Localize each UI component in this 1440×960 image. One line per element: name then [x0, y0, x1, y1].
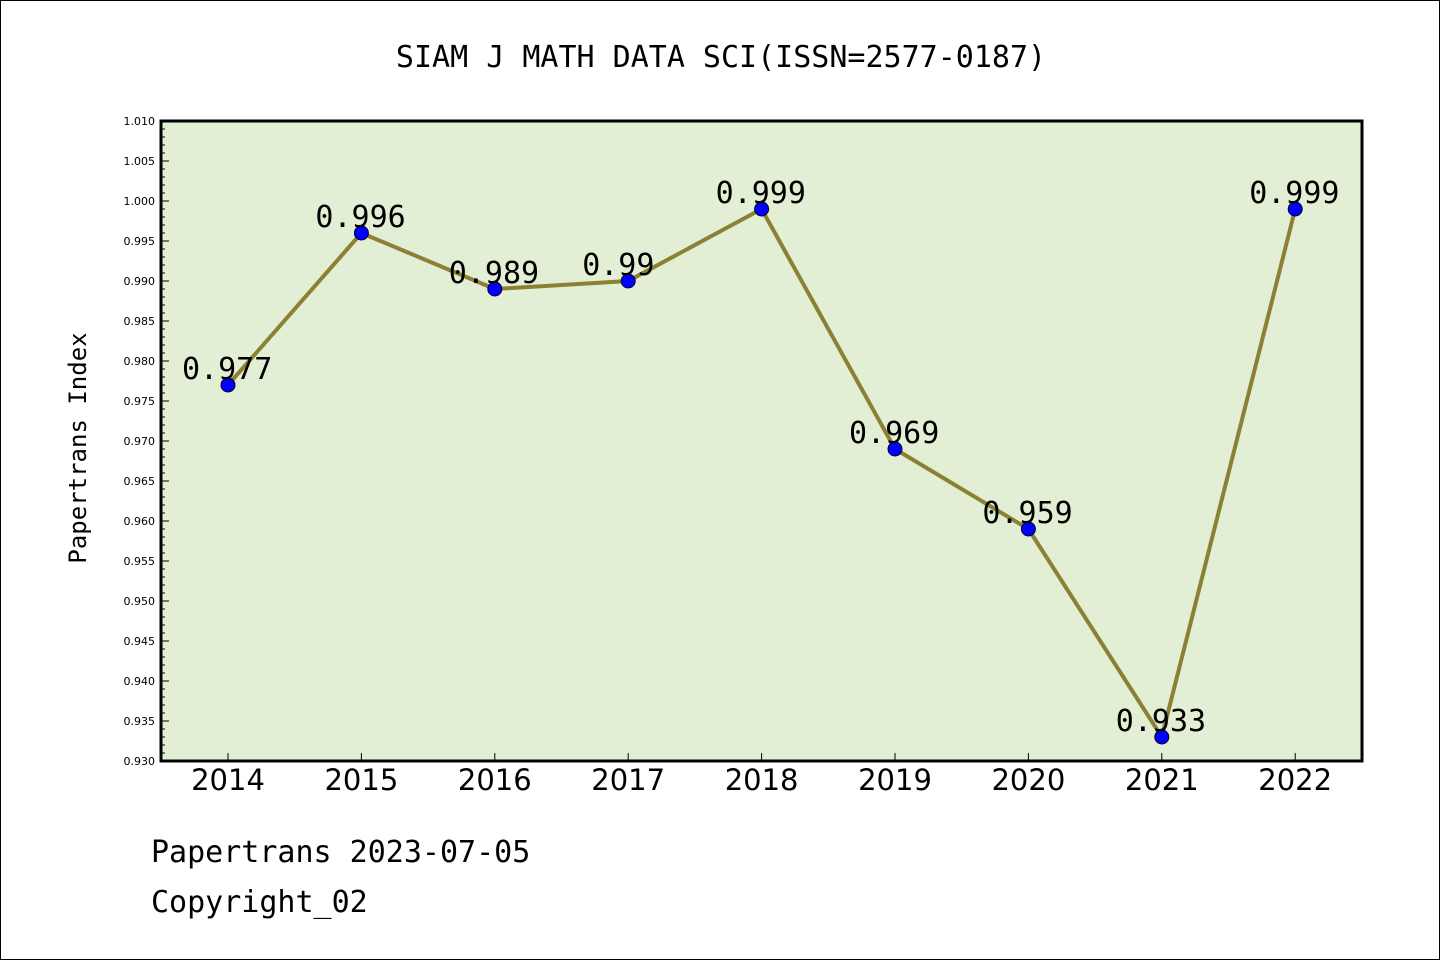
y-tick-label: 0.980 [124, 355, 156, 368]
data-point [1287, 201, 1303, 217]
data-label: 0.999 [1249, 176, 1339, 211]
x-tick-label: 2019 [858, 763, 932, 797]
x-tick-label: 2018 [725, 763, 799, 797]
y-tick-label: 0.985 [124, 315, 156, 328]
y-tick-label: 0.975 [124, 395, 156, 408]
y-tick-label: 0.960 [124, 515, 156, 528]
y-tick-label: 0.955 [124, 555, 156, 568]
data-label: 0.996 [315, 200, 405, 235]
series-layer [220, 201, 1303, 745]
data-point [754, 201, 770, 217]
y-tick-label: 0.945 [124, 635, 156, 648]
x-tick-label: 2021 [1125, 763, 1199, 797]
data-point [620, 273, 636, 289]
source-date-text: Papertrans 2023-07-05 [151, 835, 531, 870]
data-point [220, 377, 236, 393]
y-tick-label: 0.970 [124, 435, 156, 448]
x-tick-label: 2022 [1258, 763, 1332, 797]
data-label: 0.999 [716, 176, 806, 211]
y-axis: 0.930 0.935 0.940 0.945 0.950 0.955 0.960 0.965… [124, 115, 169, 768]
y-tick-label: 1.010 [124, 115, 156, 128]
x-tick-label: 2015 [324, 763, 398, 797]
data-point [1020, 521, 1036, 537]
data-label: 0.989 [449, 256, 539, 291]
data-point [487, 281, 503, 297]
y-tick-label: 0.940 [124, 675, 156, 688]
y-tick-label: 0.930 [124, 755, 156, 768]
x-axis: 2014 2015 2016 2017 2018 2019 2020 2021 2022 [191, 753, 1332, 797]
data-label: 0.933 [1116, 704, 1206, 739]
x-tick-label: 2016 [458, 763, 532, 797]
chart-title: SIAM J MATH DATA SCI(ISSN=2577-0187) [396, 40, 1046, 75]
data-point [887, 441, 903, 457]
y-tick-label: 0.965 [124, 475, 156, 488]
y-tick-label: 0.990 [124, 275, 156, 288]
data-point [1154, 729, 1170, 745]
y-tick-label: 0.950 [124, 595, 156, 608]
data-point [353, 225, 369, 241]
y-tick-label: 0.995 [124, 235, 156, 248]
copyright-text: Copyright_02 [151, 885, 368, 920]
x-tick-label: 2017 [591, 763, 665, 797]
data-label: 0.969 [849, 416, 939, 451]
x-tick-label: 2014 [191, 763, 265, 797]
data-label: 0.959 [982, 496, 1072, 531]
y-axis-label: Papertrans Index [64, 332, 92, 563]
data-label-layer: 0.977 0.996 0.989 0.99 0.999 0.969 0.959 0.933 0… [182, 176, 1340, 739]
data-label: 0.977 [182, 352, 272, 387]
y-tick-label: 1.000 [124, 195, 156, 208]
y-tick-label: 1.005 [124, 155, 156, 168]
x-tick-label: 2020 [991, 763, 1065, 797]
data-label: 0.99 [582, 248, 654, 283]
y-tick-label: 0.935 [124, 715, 156, 728]
